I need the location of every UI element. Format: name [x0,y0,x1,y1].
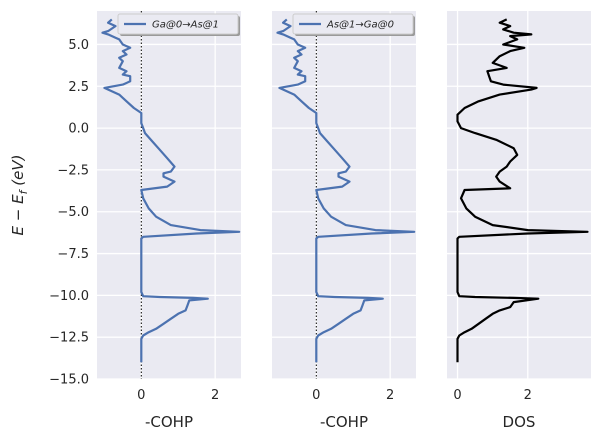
y-tick-label: −5.0 [57,205,89,220]
x-tick-label: 2 [524,388,532,403]
panel-2: 0 2 -COHP As@1→Ga@0 [272,11,416,431]
legend: As@1→Ga@0 [292,13,415,36]
y-tick-label: 5.0 [68,38,89,53]
x-tick-label: 0 [312,388,320,403]
legend-frame [292,13,414,35]
y-tick-label: −7.5 [57,247,89,262]
panel-3: 0 2 DOS [447,11,591,431]
legend-label: As@1→Ga@0 [326,20,394,31]
x-tick-label: 2 [386,388,394,403]
y-tick-label: 0.0 [68,122,89,137]
plot-background [447,11,591,379]
panel-1: 0 2 5.0 2.5 0.0 −2.5 −5.0 −7.5 −10.0 −12.5 −15.0 E … [9,11,241,431]
plot-background [272,11,416,379]
series-line-2 [276,18,416,363]
series-line-1 [101,18,241,363]
x-tick-label: 2 [211,388,219,403]
y-tick-label: 2.5 [68,80,89,95]
y-tick-label: −15.0 [49,373,89,388]
y-tick-label: −12.5 [49,331,89,346]
legend-label: Ga@0→As@1 [152,20,219,31]
y-axis-label: E − Ef (eV) [9,155,30,236]
x-tick-label: 0 [137,388,145,403]
series-line-3 [456,18,589,363]
plot-background [97,11,241,379]
y-tick-label: −10.0 [49,289,89,304]
x-axis-label: DOS [503,413,536,431]
x-axis-label: -COHP [145,413,193,431]
y-tick-label: −2.5 [57,163,89,178]
legend: Ga@0→As@1 [117,13,240,36]
x-axis-label: -COHP [320,413,368,431]
legend-frame [117,13,239,35]
x-tick-label: 0 [453,388,461,403]
